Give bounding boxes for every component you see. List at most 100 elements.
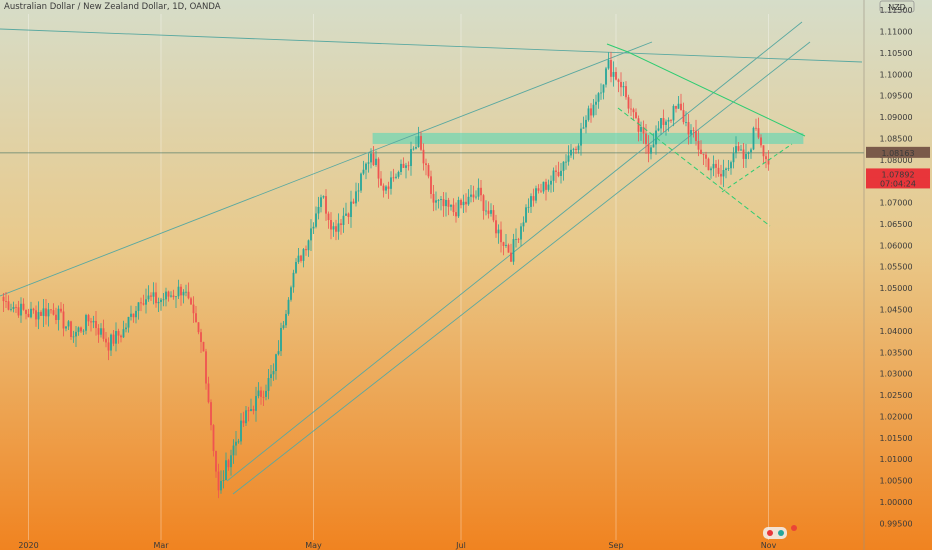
candle-body xyxy=(602,84,605,93)
y-tick-label: 0.99500 xyxy=(879,519,912,528)
price-label-box xyxy=(866,146,930,158)
candle-body xyxy=(425,163,427,166)
candle-body xyxy=(615,71,617,80)
chart-title: Australian Dollar / New Zealand Dollar, … xyxy=(4,2,221,12)
candle-body xyxy=(505,244,507,246)
candle-body xyxy=(275,354,277,372)
candle-body xyxy=(55,314,57,321)
candle-body xyxy=(312,226,315,229)
candle-body xyxy=(642,126,645,134)
candle-body xyxy=(762,145,765,157)
currency-badge-label: NZD xyxy=(888,3,906,12)
candle-body xyxy=(752,127,755,150)
candle-body xyxy=(417,136,420,148)
candle-body xyxy=(595,101,597,105)
candle-body xyxy=(235,441,237,446)
candle-body xyxy=(537,188,540,191)
candle-body xyxy=(180,286,182,296)
candle-body xyxy=(25,309,27,314)
price-label-text: 1.07892 xyxy=(881,170,914,179)
x-tick-label: Nov xyxy=(761,541,777,550)
candle-body xyxy=(702,153,705,155)
candle-body xyxy=(632,109,635,113)
y-tick-label: 1.06000 xyxy=(879,241,912,250)
candle-body xyxy=(667,119,670,122)
candle-body xyxy=(420,136,422,150)
candle-body xyxy=(267,378,270,391)
candle-body xyxy=(212,425,215,451)
y-tick-label: 1.01000 xyxy=(879,455,912,464)
candle-body xyxy=(227,460,230,468)
candle-body xyxy=(175,296,177,298)
candle-body xyxy=(327,213,330,221)
candle-body xyxy=(260,390,262,397)
time-axis[interactable]: 2020 Mar May Jul Sep Nov xyxy=(18,541,776,550)
candle-body xyxy=(347,213,350,217)
rising-channel-lower xyxy=(232,41,811,495)
candle-body xyxy=(135,310,137,318)
candle-body xyxy=(412,148,415,150)
candle-body xyxy=(252,409,255,411)
candle-body xyxy=(45,308,47,317)
resistance-zone xyxy=(372,132,804,144)
candle-body xyxy=(152,292,155,297)
candle-body xyxy=(137,302,140,311)
candle-body xyxy=(507,244,510,253)
candle-body xyxy=(205,351,207,384)
candle-body xyxy=(240,420,242,442)
candle-body xyxy=(90,321,92,323)
candle-body xyxy=(562,161,565,171)
candle-body xyxy=(482,195,485,211)
candle-body xyxy=(492,210,495,221)
price-axis[interactable]: 1.11500 1.11000 1.10500 1.10000 1.09500 1.090… xyxy=(879,6,912,528)
candle-body xyxy=(477,187,480,197)
candle-body xyxy=(160,299,162,302)
y-tick-label: 1.04500 xyxy=(879,305,912,314)
candle-body xyxy=(337,223,340,232)
candle-body xyxy=(62,311,65,329)
candle-body xyxy=(637,118,640,132)
candle-body xyxy=(157,301,160,304)
candle-body xyxy=(325,196,327,214)
x-tick-label: Jul xyxy=(455,541,466,550)
candle-body xyxy=(167,291,170,297)
candle-body xyxy=(50,309,52,311)
candle-body xyxy=(65,326,67,329)
candle-body xyxy=(732,153,735,163)
candle-body xyxy=(340,223,342,225)
candle-body xyxy=(617,79,620,82)
candle-body xyxy=(210,402,212,426)
candle-body xyxy=(10,308,12,310)
candle-body xyxy=(435,200,437,203)
candle-body xyxy=(360,173,362,191)
candle-body xyxy=(512,239,515,262)
candle-body xyxy=(37,312,40,320)
candle-body xyxy=(362,169,365,174)
wedge-lower-dashed xyxy=(617,107,771,227)
currency-badge[interactable]: NZD xyxy=(879,0,915,13)
candle-body xyxy=(695,130,697,141)
candle-body xyxy=(42,308,45,316)
candle-body xyxy=(85,315,87,331)
candle-body xyxy=(382,185,385,191)
candle-body xyxy=(147,295,150,300)
candle-body xyxy=(67,321,70,327)
candle-body xyxy=(217,471,220,491)
candle-body xyxy=(375,158,377,165)
candle-body xyxy=(652,144,655,148)
candle-body xyxy=(22,303,25,310)
candle-body xyxy=(170,295,172,297)
x-tick-label: May xyxy=(305,541,322,550)
candle-body xyxy=(140,302,142,304)
y-tick-label: 1.11500 xyxy=(879,6,912,15)
candle-body xyxy=(102,328,105,339)
candle-body xyxy=(682,110,685,123)
candle-body xyxy=(155,292,157,304)
candle-body xyxy=(20,303,22,316)
candle-body xyxy=(665,121,667,125)
candle-body xyxy=(510,252,512,262)
candle-body xyxy=(560,170,562,176)
candle-body xyxy=(290,287,292,300)
